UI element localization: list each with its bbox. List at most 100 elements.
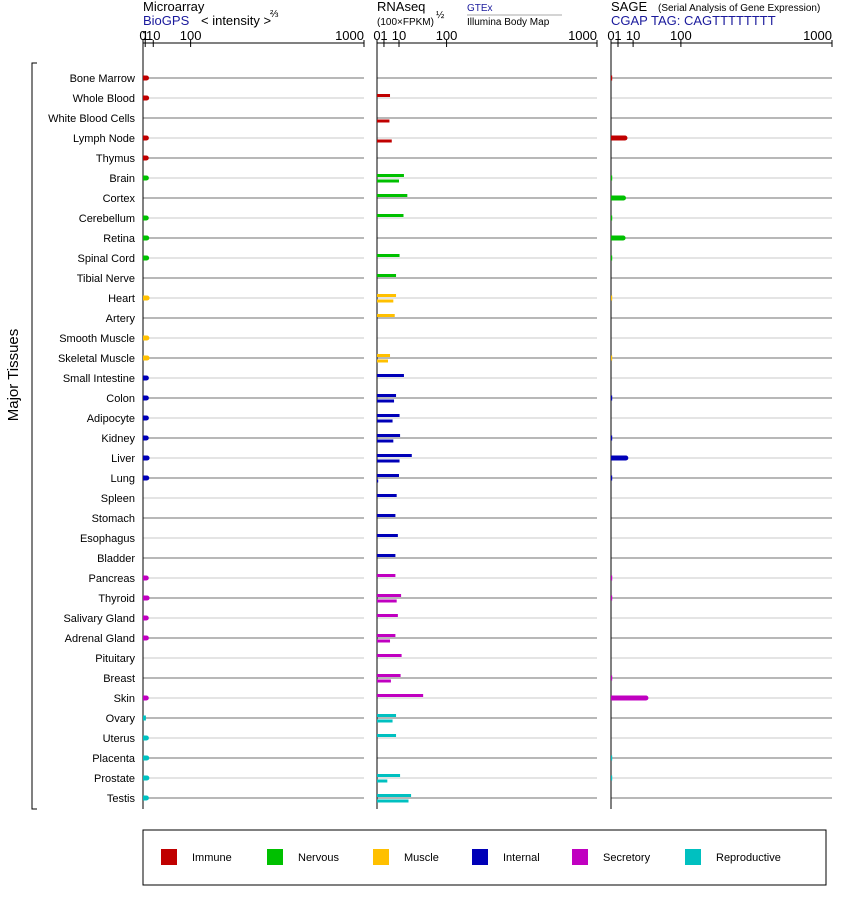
sage-bar xyxy=(611,215,613,221)
sage-bar xyxy=(611,235,624,241)
legend-label-immune: Immune xyxy=(192,852,232,864)
rnaseq-bar xyxy=(377,634,396,637)
microarray-bar-cap xyxy=(144,75,150,81)
legend-swatch-immune xyxy=(161,849,177,865)
rnaseq-bar xyxy=(377,374,404,377)
rnaseq-bar xyxy=(377,354,391,357)
rnaseq-bar xyxy=(377,439,394,443)
tissue-label: Pituitary xyxy=(95,653,135,665)
sage-bar xyxy=(611,75,613,81)
sage-bar xyxy=(611,675,613,681)
sage-bar xyxy=(611,435,613,441)
intensity-label: < intensity > xyxy=(201,13,271,28)
rnaseq-tick-label: 100 xyxy=(436,28,458,43)
microarray-bar-cap xyxy=(144,475,150,481)
sage-bar xyxy=(611,775,613,781)
microarray-bar-cap xyxy=(144,255,150,261)
tissue-label: Smooth Muscle xyxy=(59,333,135,345)
microarray-bar xyxy=(143,715,146,721)
microarray-bar-cap xyxy=(144,235,150,241)
tissue-label: Stomach xyxy=(92,513,135,525)
gtex-legend-label[interactable]: GTEx xyxy=(467,3,493,14)
tissue-label: Spleen xyxy=(101,493,135,505)
sage-bar-cap xyxy=(623,455,629,461)
legend-swatch-secretory xyxy=(572,849,588,865)
rnaseq-bar xyxy=(377,694,424,697)
cgap-tag-link[interactable]: CGAP TAG: CAGTTTTTTTT xyxy=(611,13,776,28)
rnaseq-bar xyxy=(377,614,398,617)
rnaseq-bar xyxy=(377,534,398,537)
microarray-bar-cap xyxy=(143,175,149,181)
tissue-label: Colon xyxy=(106,393,135,405)
sage-tick-label: 0 xyxy=(607,28,614,43)
tissue-label: Spinal Cord xyxy=(78,253,135,265)
sage-bar-cap xyxy=(643,695,649,701)
legend-swatch-reproductive xyxy=(685,849,701,865)
tissue-label: Thyroid xyxy=(98,593,135,605)
microarray-bar-cap xyxy=(144,355,150,361)
tissue-label: Salivary Gland xyxy=(63,613,135,625)
legend-label-reproductive: Reproductive xyxy=(716,852,781,864)
legend-label-internal: Internal xyxy=(503,852,540,864)
major-tissues-label: Major Tissues xyxy=(5,329,22,422)
sage-bar xyxy=(611,295,613,301)
rnaseq-bar xyxy=(377,454,412,457)
rnaseq-bar xyxy=(377,174,404,177)
rnaseq-bar xyxy=(377,599,397,603)
sage-tick-label: 1000 xyxy=(803,28,832,43)
tissue-label: Artery xyxy=(106,313,136,325)
rnaseq-bar xyxy=(377,514,396,517)
tissue-label: Lymph Node xyxy=(73,133,135,145)
sage-title: SAGE xyxy=(611,0,647,14)
legend-swatch-internal xyxy=(472,849,488,865)
biogps-link[interactable]: BioGPS xyxy=(143,13,190,28)
rnaseq-bar xyxy=(377,214,404,217)
microarray-title: Microarray xyxy=(143,0,205,14)
tissue-label: Lung xyxy=(111,473,135,485)
tissue-label: Pancreas xyxy=(89,573,136,585)
legend-label-secretory: Secretory xyxy=(603,852,651,864)
tissue-label: Bone Marrow xyxy=(70,73,135,85)
tissue-label: Esophagus xyxy=(80,533,136,545)
rnaseq-bar xyxy=(377,294,397,297)
rnaseq-tick-label: 10 xyxy=(392,28,406,43)
rnaseq-bar xyxy=(377,714,397,717)
rnaseq-bar xyxy=(377,494,397,497)
tissue-label: Uterus xyxy=(103,733,136,745)
tissue-label: Cerebellum xyxy=(79,213,135,225)
tissue-label: Skin xyxy=(114,693,135,705)
sage-bar xyxy=(611,595,613,601)
sage-bar-cap xyxy=(620,235,626,241)
microarray-bar-cap xyxy=(144,775,150,781)
sage-bar xyxy=(611,475,613,481)
tissue-label: Liver xyxy=(111,453,135,465)
tissue-label: Breast xyxy=(103,673,135,685)
rnaseq-bar xyxy=(377,639,391,643)
microarray-tick-label: 100 xyxy=(180,28,202,43)
tissue-label: Thymus xyxy=(96,153,136,165)
rnaseq-tick-label: 1000 xyxy=(568,28,597,43)
microarray-bar-cap xyxy=(144,755,150,761)
rnaseq-bar xyxy=(377,574,396,577)
tissue-label: Retina xyxy=(103,233,136,245)
illumina-legend-label: Illumina Body Map xyxy=(467,17,550,28)
rnaseq-bar xyxy=(377,654,402,657)
rnaseq-bar xyxy=(377,94,391,97)
rnaseq-bar xyxy=(377,719,393,723)
rnaseq-bar xyxy=(377,794,412,797)
major-tissues-bracket xyxy=(31,62,37,810)
tissue-label: Kidney xyxy=(101,433,135,445)
tissue-label: Adrenal Gland xyxy=(65,633,135,645)
sage-tick-label: 100 xyxy=(670,28,692,43)
sage-bar-cap xyxy=(622,135,628,141)
sage-bar xyxy=(611,395,613,401)
rnaseq-tick-label: 0 xyxy=(373,28,380,43)
tissue-label: Testis xyxy=(107,793,136,805)
rnaseq-bar xyxy=(377,779,388,783)
microarray-tick-label: 0 xyxy=(139,28,146,43)
sage-bar-cap xyxy=(621,195,627,201)
rnaseq-bar xyxy=(377,254,400,257)
rnaseq-bar xyxy=(377,434,401,437)
rnaseq-bar xyxy=(377,799,409,803)
